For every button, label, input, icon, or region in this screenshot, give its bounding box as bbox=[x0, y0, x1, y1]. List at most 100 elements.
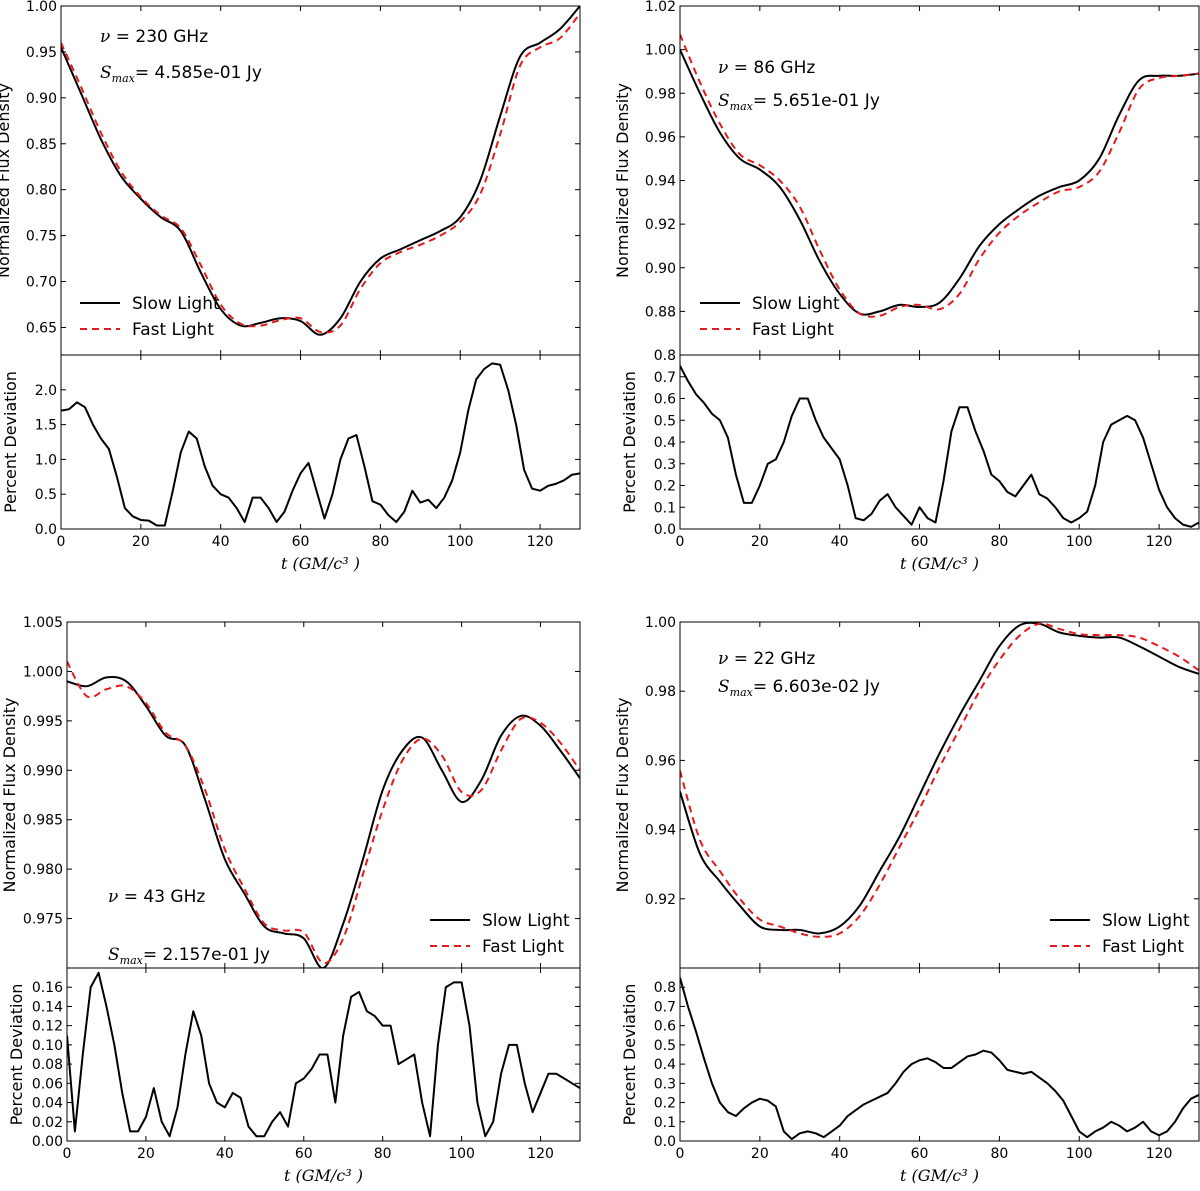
bottom-xtick-label: 0 bbox=[676, 534, 685, 550]
bottom-series-group bbox=[61, 362, 580, 527]
smax-label: Smax= 4.585e-01 Jy bbox=[100, 63, 262, 85]
series-fast-light bbox=[680, 622, 1199, 938]
bottom-xtick-label: 120 bbox=[527, 534, 554, 550]
top-ytick-label: 0.990 bbox=[23, 763, 63, 779]
bottom-ytick-label: 0.7 bbox=[654, 999, 676, 1015]
nu-symbol: ν bbox=[108, 887, 118, 907]
bottom-ytick-label: 0.2 bbox=[654, 1096, 676, 1112]
top-ytick-label: 1.00 bbox=[645, 615, 676, 631]
ylabel-bottom: Percent Deviation bbox=[620, 984, 639, 1126]
xlabel-units: (GM/c³ ) bbox=[293, 554, 361, 573]
bottom-xtick-label: 0 bbox=[57, 534, 66, 550]
bottom-ytick-label: 0.6 bbox=[654, 392, 676, 408]
bottom-ytick-label: 0.10 bbox=[32, 1038, 63, 1054]
top-ytick-label: 0.980 bbox=[23, 862, 63, 878]
smax-label: Smax= 5.651e-01 Jy bbox=[718, 91, 880, 113]
bottom-ytick-label: 0.2 bbox=[654, 479, 676, 495]
freq-label: ν = 22 GHz bbox=[718, 649, 815, 669]
freq-label: ν = 43 GHz bbox=[108, 887, 205, 907]
bottom-xtick-label: 100 bbox=[1066, 1146, 1093, 1162]
bottom-ytick-label: 0.14 bbox=[32, 999, 63, 1015]
bottom-xtick-label: 40 bbox=[212, 534, 230, 550]
legend-slow-label: Slow Light bbox=[1102, 911, 1190, 931]
bottom-xtick-label: 20 bbox=[137, 1146, 155, 1162]
series-percent-deviation bbox=[680, 977, 1199, 1141]
freq-label: ν = 230 GHz bbox=[100, 27, 208, 47]
bottom-xtick-label: 80 bbox=[374, 1146, 392, 1162]
top-ytick-label: 0.98 bbox=[645, 86, 676, 102]
series-fast-light bbox=[67, 661, 580, 965]
xlabel-t: t bbox=[900, 1166, 912, 1185]
series-slow-light bbox=[61, 6, 580, 336]
top-series-group bbox=[61, 6, 580, 336]
bottom-series-group bbox=[680, 977, 1199, 1141]
bottom-ytick-label: 0.3 bbox=[654, 457, 676, 473]
freq-value: = 22 GHz bbox=[728, 649, 815, 669]
top-ytick-label: 1.00 bbox=[645, 43, 676, 59]
top-ytick-label: 0.96 bbox=[645, 753, 676, 769]
ylabel-top: Normalized Flux Density bbox=[0, 698, 19, 893]
top-ytick-label: 1.02 bbox=[645, 0, 676, 15]
smax-subscript: max bbox=[120, 954, 144, 967]
nu-symbol: ν bbox=[100, 27, 110, 47]
bottom-xtick-label: 120 bbox=[1146, 534, 1173, 550]
top-ytick-label: 0.995 bbox=[23, 714, 63, 730]
bottom-ytick-label: 0.6 bbox=[654, 1019, 676, 1035]
xlabel-t: t bbox=[900, 554, 912, 573]
bottom-xtick-label: 100 bbox=[1066, 534, 1093, 550]
bottom-ytick-label: 0.3 bbox=[654, 1076, 676, 1092]
top-series-group bbox=[680, 622, 1199, 938]
xlabel: t (GM/c³ ) bbox=[281, 554, 360, 573]
bottom-xtick-label: 0 bbox=[676, 1146, 685, 1162]
legend-fast-label: Fast Light bbox=[1102, 937, 1184, 957]
top-ytick-label: 0.96 bbox=[645, 130, 676, 146]
bottom-xtick-label: 40 bbox=[831, 534, 849, 550]
bottom-xtick-label: 80 bbox=[371, 534, 389, 550]
bottom-series-group bbox=[680, 365, 1199, 528]
top-ytick-label: 1.00 bbox=[26, 0, 57, 15]
bottom-xtick-label: 100 bbox=[448, 1146, 475, 1162]
smax-value: = 5.651e-01 Jy bbox=[753, 91, 880, 111]
series-percent-deviation bbox=[680, 365, 1199, 528]
smax-value: = 2.157e-01 Jy bbox=[143, 945, 270, 965]
bottom-ytick-label: 0.1 bbox=[654, 500, 676, 516]
top-ytick-label: 0.70 bbox=[26, 275, 57, 291]
panel-230-ghz: 0.650.700.750.800.850.900.951.00Normaliz… bbox=[0, 0, 581, 573]
top-ytick-label: 1.005 bbox=[23, 615, 63, 631]
freq-value: = 230 GHz bbox=[110, 27, 208, 47]
series-fast-light bbox=[680, 33, 1199, 318]
ylabel-top: Normalized Flux Density bbox=[613, 698, 632, 893]
bottom-axes-frame bbox=[679, 967, 1200, 1142]
smax-symbol: S bbox=[108, 945, 120, 965]
ylabel-bottom: Percent Deviation bbox=[7, 984, 26, 1126]
bottom-xtick-label: 120 bbox=[527, 1146, 554, 1162]
bottom-xtick-label: 60 bbox=[911, 534, 929, 550]
bottom-ytick-label: 0.0 bbox=[654, 522, 676, 538]
bottom-ytick-label: 0.5 bbox=[654, 1038, 676, 1054]
legend-slow-label: Slow Light bbox=[482, 911, 570, 931]
series-percent-deviation bbox=[67, 971, 580, 1138]
xlabel: t (GM/c³ ) bbox=[900, 1166, 979, 1185]
top-ytick-label: 1.000 bbox=[23, 664, 63, 680]
top-ytick-label: 0.92 bbox=[645, 892, 676, 908]
ylabel-bottom: Percent Deviation bbox=[620, 371, 639, 513]
freq-value: = 43 GHz bbox=[118, 887, 205, 907]
smax-symbol: S bbox=[718, 677, 730, 697]
bottom-ytick-label: 0.8 bbox=[654, 980, 676, 996]
bottom-xtick-label: 0 bbox=[63, 1146, 72, 1162]
bottom-xtick-label: 60 bbox=[295, 1146, 313, 1162]
top-ytick-label: 0.94 bbox=[645, 174, 676, 190]
top-ytick-label: 0.8 bbox=[654, 348, 676, 364]
legend-fast-label: Fast Light bbox=[482, 937, 564, 957]
bottom-ytick-label: 0.04 bbox=[32, 1096, 63, 1112]
top-ytick-label: 0.975 bbox=[23, 912, 63, 928]
series-percent-deviation bbox=[61, 362, 580, 527]
bottom-xtick-label: 20 bbox=[751, 534, 769, 550]
bottom-xtick-label: 20 bbox=[132, 534, 150, 550]
bottom-axes-frame bbox=[679, 354, 1200, 530]
smax-label: Smax= 6.603e-02 Jy bbox=[718, 677, 880, 699]
top-ytick-label: 0.94 bbox=[645, 823, 676, 839]
bottom-axes-frame bbox=[60, 354, 581, 530]
bottom-ytick-label: 0.0 bbox=[654, 1134, 676, 1150]
bottom-ytick-label: 1.5 bbox=[35, 418, 57, 434]
